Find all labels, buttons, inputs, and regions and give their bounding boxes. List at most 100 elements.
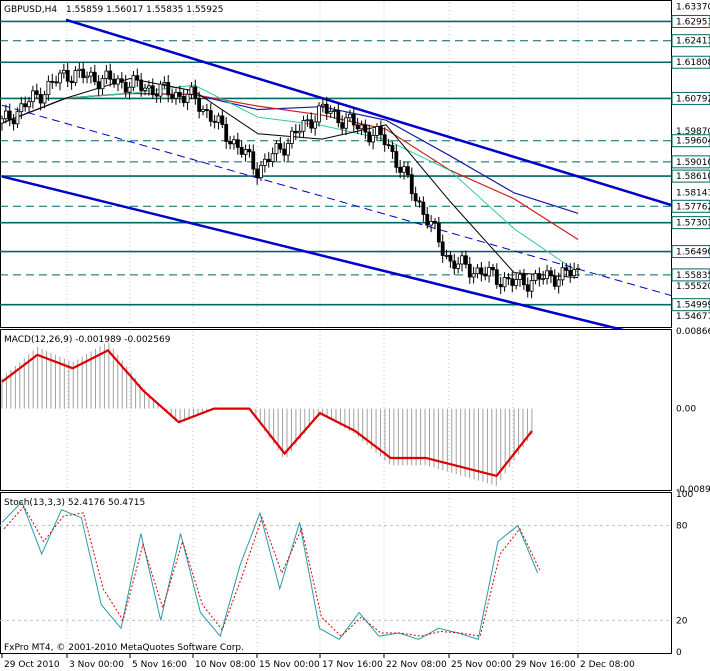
candle	[290, 126, 294, 149]
candle-body	[69, 80, 74, 83]
candle	[11, 113, 16, 131]
candle	[521, 269, 526, 290]
candle	[351, 107, 356, 133]
candle	[471, 266, 476, 284]
candle-body	[181, 96, 186, 103]
candle	[309, 112, 314, 133]
candle-body	[375, 126, 379, 136]
candle	[54, 75, 59, 87]
candle	[479, 262, 484, 282]
candle	[247, 144, 252, 158]
candle	[0, 115, 4, 131]
candle	[158, 80, 163, 103]
macd-histogram	[1, 342, 533, 486]
candle	[96, 75, 101, 96]
time-tick-label: 29 Nov 16:00	[515, 660, 576, 670]
candle-body	[11, 119, 16, 125]
candle-body	[143, 87, 147, 91]
candle	[193, 79, 198, 105]
candle-body	[27, 101, 31, 108]
candle	[228, 135, 232, 150]
level-tag: 1.58610	[671, 169, 710, 183]
level-tag-label: 1.57303	[676, 219, 710, 229]
horizontal-levels	[0, 20, 671, 306]
time-tick-label: 5 Nov 16:00	[132, 660, 187, 670]
candle-body	[537, 273, 542, 280]
candle	[166, 74, 171, 103]
candle	[15, 107, 20, 129]
level-tag-label: 1.55835	[676, 271, 710, 281]
channel-line-upper	[65, 18, 672, 207]
candle-body	[85, 75, 89, 79]
candle	[545, 264, 549, 285]
candle	[394, 144, 399, 173]
level-tag-label: 1.62953	[676, 17, 710, 27]
candle-body	[38, 94, 43, 104]
stoch-tick-label: 80	[676, 522, 688, 532]
candle-body	[185, 93, 190, 103]
candle-body	[479, 267, 484, 275]
candle-body	[81, 68, 86, 79]
candle-body	[65, 69, 70, 82]
level-tag-label: 1.60792	[676, 94, 710, 104]
candle	[336, 103, 341, 128]
candle-body	[262, 158, 267, 166]
stoch-label: Stoch(13,3,3) 52.4176 50.4715	[4, 498, 145, 508]
candle-body	[266, 158, 271, 163]
candle	[143, 83, 147, 96]
candle-body	[201, 109, 205, 112]
candle-body	[89, 71, 93, 77]
candle-body	[0, 118, 4, 124]
candle-body	[324, 103, 329, 114]
candle-body	[421, 201, 426, 215]
level-tag: 1.60792	[671, 91, 710, 105]
stoch-signal-line	[3, 505, 541, 637]
candle	[382, 127, 387, 152]
time-tick-label: 17 Nov 16:00	[322, 660, 383, 670]
candle	[514, 272, 519, 290]
level-tag-label: 1.54999	[676, 301, 710, 311]
candle	[251, 144, 256, 175]
symbol-label: GBPUSD,H4	[4, 5, 57, 15]
level-tag: 1.62413	[671, 34, 710, 48]
level-tag-label: 1.59010	[676, 158, 710, 168]
candle	[560, 262, 565, 286]
level-tag: 1.54999	[671, 298, 710, 312]
candle-body	[197, 98, 202, 112]
channel-line-lower	[1, 175, 672, 344]
candle	[332, 106, 337, 119]
candle	[174, 88, 178, 105]
level-tag: 1.56490	[671, 245, 710, 259]
candle-body	[228, 141, 232, 145]
candle	[541, 270, 546, 285]
candle-body	[290, 130, 294, 144]
price-panel[interactable]: GBPUSD,H4 1.55859 1.56017 1.55835 1.5592…	[0, 0, 672, 344]
candle-body	[235, 139, 240, 148]
candle	[204, 103, 209, 119]
candle-body	[131, 75, 136, 88]
candle	[510, 271, 515, 293]
candle	[436, 216, 441, 248]
candle-body	[119, 78, 124, 83]
candle	[81, 62, 86, 84]
candle-body	[382, 134, 387, 146]
candle-body	[255, 168, 260, 178]
candle-body	[320, 103, 325, 107]
candle	[46, 75, 51, 101]
candle-body	[417, 200, 422, 203]
candle	[177, 85, 182, 104]
candle	[3, 104, 8, 124]
price-axis: 1.62953 1.62413 1.61808 1.60792 1.59604 1.590…	[671, 3, 710, 322]
candle	[402, 161, 406, 180]
candle-body	[398, 166, 403, 173]
level-tag-label: 1.59604	[676, 137, 710, 147]
trend-channel	[1, 18, 672, 344]
candle	[529, 273, 534, 299]
level-tag-label: 1.56490	[676, 248, 710, 258]
candle	[119, 72, 124, 89]
candle	[170, 89, 174, 103]
level-tag-box	[671, 91, 710, 105]
macd-panel[interactable]: MACD(12,26,9) -0.001989 -0.002569	[0, 329, 672, 491]
candle	[355, 117, 360, 134]
stoch-panel[interactable]: Stoch(13,3,3) 52.4176 50.4715 FxPro MT4,…	[0, 492, 672, 654]
